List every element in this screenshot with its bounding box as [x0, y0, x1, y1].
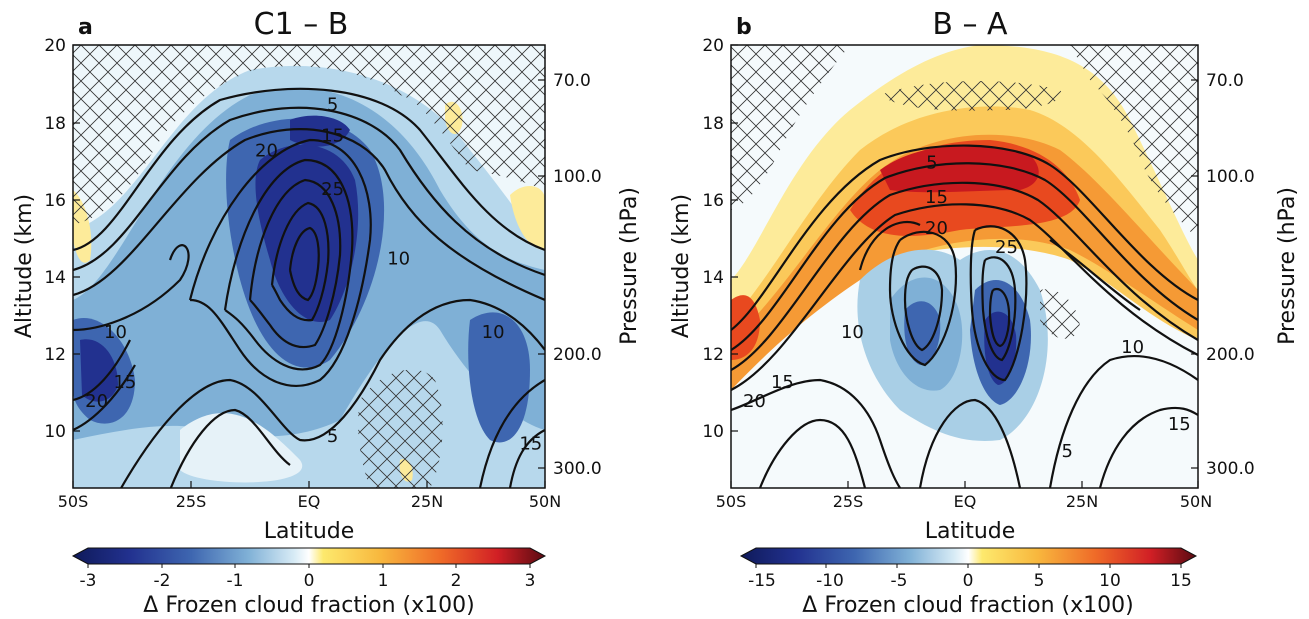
x-tick-label: 50S — [58, 492, 89, 511]
colorbar-tick-label: 1 — [378, 571, 389, 591]
chart-title-b: B – A — [932, 7, 1008, 42]
colorbar-tick-label: 15 — [1170, 571, 1192, 591]
y-tick-labels-a: 10 12 14 16 18 20 — [44, 36, 66, 442]
x-tick-label: 25N — [411, 492, 443, 511]
y-tick-label: 20 — [702, 36, 724, 56]
colorbar-tick-label: 5 — [1034, 571, 1045, 591]
contour-label: 15 — [321, 125, 344, 146]
contour-label: 25 — [995, 237, 1018, 258]
x-tick-labels-b: 50S 25S EQ 25N 50N — [716, 492, 1212, 511]
y-tick-label: 12 — [702, 345, 724, 365]
contour-label: 10 — [1121, 337, 1144, 358]
colorbar-tick-label: -1 — [227, 571, 244, 591]
colorbar-tick-label: 0 — [963, 571, 974, 591]
panel-letter-b: b — [736, 15, 752, 40]
colorbar-label-b: Δ Frozen cloud fraction (x100) — [802, 593, 1133, 618]
y2-tick-label: 300.0 — [1206, 459, 1255, 479]
y2-tick-label: 100.0 — [553, 167, 602, 187]
y2-tick-label: 100.0 — [1206, 167, 1255, 187]
colorbar-a-bar — [71, 547, 547, 565]
x-tick-label: 50S — [716, 492, 747, 511]
y-tick-label: 12 — [44, 345, 66, 365]
contour-label: 5 — [327, 426, 338, 447]
contour-label: 20 — [255, 141, 278, 162]
contour-label: 15 — [1168, 414, 1191, 435]
y-tick-label: 10 — [702, 422, 724, 442]
contour-label: 5 — [926, 152, 937, 173]
y-tick-label: 18 — [44, 114, 66, 134]
y2-tick-label: 300.0 — [553, 459, 602, 479]
y2-tick-labels-a: 70.0 100.0 200.0 300.0 — [553, 71, 602, 479]
y-axis-label-a: Altitude (km) — [12, 194, 37, 338]
contour-label: 25 — [321, 179, 344, 200]
y-tick-label: 16 — [44, 191, 66, 211]
y2-tick-label: 70.0 — [553, 71, 591, 91]
y-tick-label: 14 — [44, 268, 66, 288]
contour-label: 15 — [519, 434, 542, 455]
colorbar-tick-label: 0 — [304, 571, 315, 591]
x-tick-label: 25N — [1066, 492, 1098, 511]
colorbar-tick-label: 10 — [1099, 571, 1121, 591]
colorbar-tick-label: 3 — [525, 571, 536, 591]
contour-label: 10 — [104, 322, 127, 343]
y2-axis-label-b: Pressure (hPa) — [1275, 187, 1300, 345]
x-tick-label: 25S — [833, 492, 864, 511]
colorbar-tick-label: -10 — [816, 571, 844, 591]
panel-letter-a: a — [78, 15, 93, 40]
contour-label: 20 — [85, 391, 108, 412]
y2-tick-labels-b: 70.0 100.0 200.0 300.0 — [1206, 71, 1255, 479]
y-tick-label: 16 — [702, 191, 724, 211]
panel-b-field — [731, 45, 1198, 488]
colorbar-b: -15 -10 -5 0 5 10 15 Δ Frozen cloud frac… — [739, 547, 1198, 618]
x-axis-label-b: Latitude — [925, 519, 1016, 544]
contour-label: 20 — [743, 391, 766, 412]
colorbar-tick-label: 2 — [451, 571, 462, 591]
y2-axis-label-a: Pressure (hPa) — [617, 187, 642, 345]
y2-tick-label: 200.0 — [1206, 345, 1255, 365]
x-tick-label: 25S — [176, 492, 207, 511]
x-tick-label: 50N — [529, 492, 561, 511]
contour-label: 10 — [387, 249, 410, 270]
colorbar-tick-label: -3 — [80, 571, 97, 591]
colorbar-tick-label: -2 — [154, 571, 171, 591]
contour-label: 5 — [327, 95, 338, 116]
y-tick-label: 10 — [44, 422, 66, 442]
y2-tick-label: 200.0 — [553, 345, 602, 365]
contour-label: 15 — [771, 372, 794, 393]
y-tick-labels-b: 10 12 14 16 18 20 — [702, 36, 724, 442]
contour-label: 15 — [113, 372, 136, 393]
contour-label: 20 — [925, 218, 948, 239]
x-tick-label: 50N — [1180, 492, 1212, 511]
colorbar-tick-label: -5 — [891, 571, 908, 591]
x-tick-label: EQ — [298, 492, 321, 511]
y-tick-label: 18 — [702, 114, 724, 134]
colorbar-b-bar — [739, 547, 1198, 565]
contour-label: 5 — [1061, 441, 1072, 462]
y-tick-label: 14 — [702, 268, 724, 288]
colorbar-label-a: Δ Frozen cloud fraction (x100) — [143, 593, 474, 618]
y2-tick-label: 70.0 — [1206, 71, 1244, 91]
y-axis-label-b: Altitude (km) — [669, 194, 694, 338]
ticks-b — [730, 44, 1199, 488]
chart-title-a: C1 – B — [254, 7, 349, 42]
x-tick-label: EQ — [954, 492, 977, 511]
contour-label: 15 — [925, 187, 948, 208]
colorbar-tick-label: -15 — [748, 571, 776, 591]
contour-label: 10 — [841, 322, 864, 343]
ticks-a — [72, 44, 546, 488]
panel-a-field — [73, 45, 545, 488]
colorbar-a: -3 -2 -1 0 1 2 3 Δ Frozen cloud fraction… — [71, 547, 547, 618]
x-axis-label-a: Latitude — [264, 519, 355, 544]
y-tick-label: 20 — [44, 36, 66, 56]
x-tick-labels-a: 50S 25S EQ 25N 50N — [58, 492, 561, 511]
contour-label: 10 — [482, 322, 505, 343]
